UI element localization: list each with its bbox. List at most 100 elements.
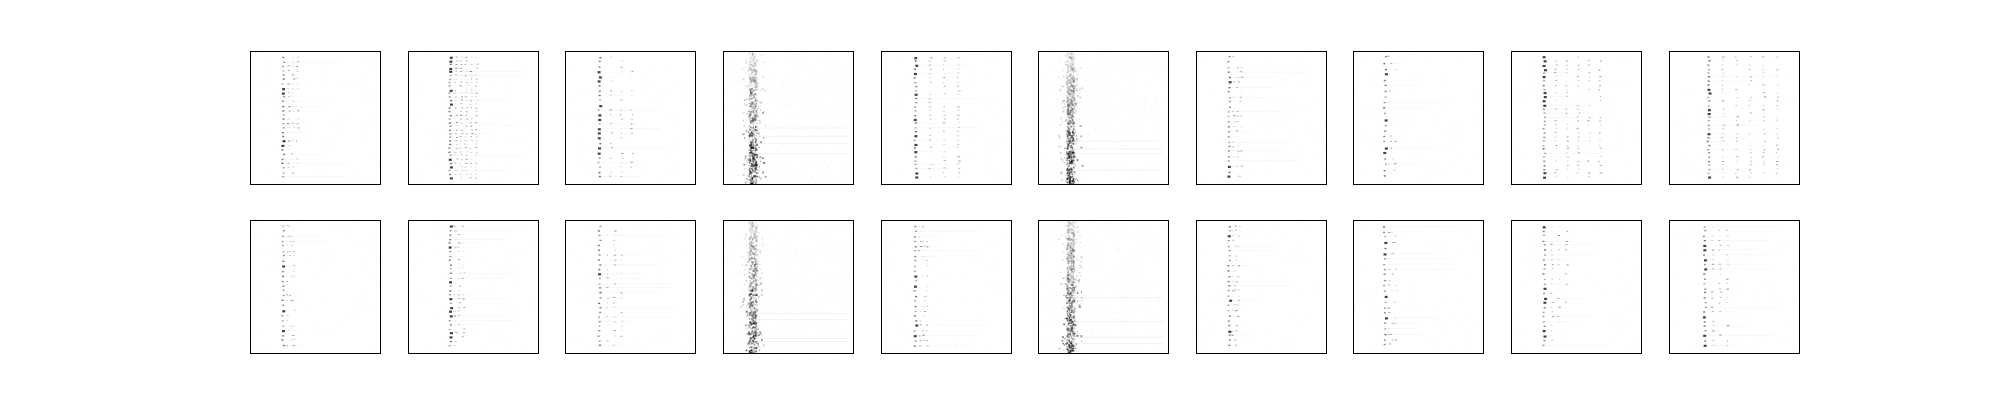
- noise-speck: [1072, 69, 1074, 71]
- energy-dot: [1600, 60, 1602, 62]
- energy-dot: [282, 123, 285, 125]
- noise-speck: [750, 236, 752, 239]
- noise-speck: [1067, 107, 1070, 110]
- noise-speck: [749, 222, 751, 224]
- noise-speck: [271, 129, 272, 130]
- noise-speck: [752, 320, 755, 323]
- noise-speck: [755, 59, 758, 62]
- noise-speck: [1069, 145, 1072, 147]
- energy-dot: [461, 234, 464, 236]
- noise-speck: [759, 348, 761, 351]
- noise-speck: [754, 76, 756, 79]
- noise-speck: [750, 313, 753, 316]
- noise-speck: [1265, 159, 1267, 161]
- noise-speck: [755, 152, 757, 155]
- energy-dot: [1721, 64, 1724, 66]
- noise-speck: [1073, 157, 1075, 160]
- noise-speck: [752, 168, 754, 171]
- noise-speck: [1093, 81, 1094, 82]
- noise-speck: [307, 137, 309, 139]
- noise-speck: [620, 323, 622, 325]
- noise-speck: [751, 241, 753, 243]
- energy-dot: [598, 66, 601, 68]
- noise-speck: [749, 89, 751, 91]
- noise-speck: [1054, 108, 1056, 110]
- energy-dot: [1721, 88, 1724, 90]
- noise-speck: [1071, 130, 1074, 133]
- noise-speck: [1068, 173, 1070, 176]
- noise-speck: [754, 119, 757, 121]
- noise-speck: [1070, 168, 1073, 171]
- energy-dot: [1707, 72, 1710, 74]
- noise-speck: [1302, 149, 1303, 150]
- energy-dot: [609, 157, 612, 159]
- energy-dot: [1776, 56, 1779, 58]
- noise-speck: [749, 140, 752, 143]
- noise-speck: [1071, 131, 1073, 134]
- noise-speck: [1070, 57, 1072, 60]
- noise-speck: [751, 91, 753, 94]
- noise-speck: [1068, 65, 1070, 67]
- energy-dot: [449, 125, 452, 127]
- energy-dot: [1240, 76, 1244, 78]
- noise-speck: [1704, 92, 1705, 93]
- noise-speck: [1070, 151, 1072, 154]
- noise-speck: [1455, 127, 1457, 129]
- energy-dot: [1763, 120, 1765, 122]
- noise-speck: [1067, 108, 1069, 111]
- noise-speck: [1731, 148, 1733, 150]
- noise-speck: [438, 148, 440, 150]
- noise-speck: [666, 169, 667, 170]
- noise-speck: [1091, 165, 1093, 167]
- energy-dot: [1721, 164, 1724, 166]
- noise-speck: [1073, 80, 1074, 82]
- noise-speck: [321, 263, 323, 265]
- energy-dot: [1762, 56, 1765, 58]
- noise-speck: [755, 250, 758, 253]
- energy-dot: [290, 275, 292, 277]
- energy-dot: [1228, 141, 1231, 144]
- noise-speck: [757, 171, 760, 173]
- noise-speck: [751, 132, 753, 135]
- energy-dot: [1707, 149, 1710, 151]
- energy-dot: [476, 136, 478, 138]
- noise-speck: [754, 165, 756, 167]
- noise-speck: [1077, 100, 1079, 102]
- energy-dot: [460, 118, 462, 120]
- noise-speck: [1071, 139, 1073, 141]
- energy-dot: [1599, 164, 1602, 166]
- noise-speck: [491, 293, 493, 295]
- noise-speck: [749, 83, 751, 85]
- noise-speck: [752, 119, 755, 122]
- noise-speck: [751, 147, 753, 150]
- noise-speck: [844, 80, 845, 81]
- noise-speck: [749, 237, 751, 240]
- noise-speck: [1072, 88, 1075, 91]
- noise-speck: [754, 162, 757, 165]
- noise-speck: [750, 104, 753, 106]
- noise-speck: [1067, 113, 1070, 116]
- energy-dot: [448, 92, 451, 94]
- noise-speck: [1157, 120, 1159, 122]
- noise-speck: [1528, 70, 1530, 72]
- noise-speck: [903, 83, 905, 85]
- noise-speck: [341, 226, 343, 228]
- noise-speck: [758, 82, 759, 85]
- energy-dot: [599, 311, 602, 314]
- energy-dot: [1721, 84, 1724, 86]
- noise-speck: [751, 318, 753, 320]
- noise-speck: [416, 176, 417, 177]
- noise-speck: [1157, 130, 1159, 132]
- noise-speck: [277, 251, 278, 252]
- noise-speck: [748, 238, 751, 240]
- noise-speck: [742, 119, 744, 122]
- noise-speck: [1067, 82, 1069, 85]
- noise-speck: [1601, 106, 1603, 108]
- noise-speck: [1067, 147, 1069, 150]
- noise-speck: [1087, 124, 1089, 125]
- energy-dot: [1240, 150, 1243, 152]
- noise-speck: [750, 232, 753, 234]
- energy-dot: [597, 109, 600, 111]
- noise-speck: [603, 265, 604, 266]
- noise-speck: [751, 87, 754, 89]
